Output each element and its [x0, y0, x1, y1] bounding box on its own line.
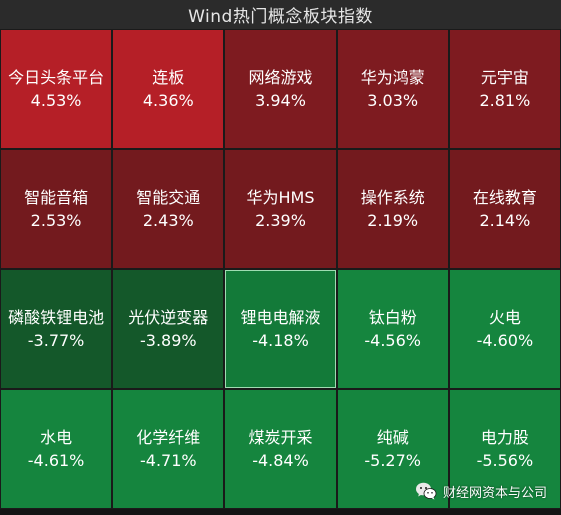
tile-name: 今日头条平台	[8, 67, 105, 87]
tile-name: 钛白粉	[368, 307, 417, 327]
tile-value: 2.14%	[479, 210, 531, 230]
tile-name: 水电	[40, 427, 73, 447]
tile-value: 4.53%	[30, 90, 82, 110]
heatmap-tile[interactable]: 煤炭开采 -4.84%	[225, 390, 336, 508]
heatmap-tile[interactable]: 火电 -4.60%	[449, 270, 560, 388]
tile-value: -5.56%	[476, 450, 534, 470]
heatmap-grid: 今日头条平台 4.53% 连板 4.36% 网络游戏 3.94% 华为鸿蒙 3.03% 元宇宙 2…	[0, 29, 561, 509]
heatmap-tile[interactable]: 锂电电解液 -4.18%	[225, 270, 336, 388]
tile-name: 网络游戏	[248, 67, 313, 87]
heatmap-tile[interactable]: 网络游戏 3.94%	[225, 30, 336, 148]
tile-name: 在线教育	[472, 187, 537, 207]
heatmap-tile[interactable]: 磷酸铁锂电池 -3.77%	[1, 270, 112, 388]
tile-name: 元宇宙	[480, 67, 529, 87]
tile-name: 锂电电解液	[240, 307, 321, 327]
tile-value: -4.60%	[476, 330, 534, 350]
heatmap-tile[interactable]: 在线教育 2.14%	[449, 150, 560, 268]
tile-name: 纯碱	[376, 427, 409, 447]
tile-name: 电力股	[480, 427, 529, 447]
tile-name: 光伏逆变器	[128, 307, 209, 327]
tile-value: 3.94%	[255, 90, 306, 110]
watermark-text: 财经网资本与公司	[442, 485, 547, 501]
heatmap-tile[interactable]: 华为鸿蒙 3.03%	[337, 30, 448, 148]
wechat-icon	[415, 481, 437, 501]
tile-name: 煤炭开采	[248, 427, 313, 447]
tile-value: -4.61%	[27, 450, 85, 470]
tile-value: 2.53%	[30, 210, 82, 230]
heatmap-tile[interactable]: 今日头条平台 4.53%	[1, 30, 112, 148]
tile-name: 操作系统	[360, 187, 425, 207]
tile-value: 2.19%	[367, 210, 419, 230]
tile-value: 2.39%	[255, 210, 306, 230]
tile-name: 连板	[152, 67, 185, 87]
heatmap-tile[interactable]: 纯碱 -5.27%	[337, 390, 448, 508]
heatmap-tile[interactable]: 化学纤维 -4.71%	[113, 390, 224, 508]
tile-name: 智能音箱	[24, 187, 89, 207]
tile-name: 智能交通	[136, 187, 201, 207]
tile-name: 火电	[488, 307, 521, 327]
watermark: 财经网资本与公司	[415, 481, 547, 501]
page-title: Wind热门概念板块指数	[188, 7, 373, 27]
heatmap-tile[interactable]: 钛白粉 -4.56%	[337, 270, 448, 388]
tile-name: 华为HMS	[246, 187, 315, 207]
heatmap-tile[interactable]: 智能音箱 2.53%	[1, 150, 112, 268]
tile-value: 3.03%	[367, 90, 419, 110]
tile-name: 化学纤维	[136, 427, 201, 447]
tile-value: 4.36%	[142, 90, 194, 110]
heatmap-tile[interactable]: 智能交通 2.43%	[113, 150, 224, 268]
heatmap-tile[interactable]: 水电 -4.61%	[1, 390, 112, 508]
heatmap-tile[interactable]: 光伏逆变器 -3.89%	[113, 270, 224, 388]
tile-value: -4.71%	[139, 450, 197, 470]
chart-header: Wind热门概念板块指数	[0, 0, 561, 29]
tile-name: 华为鸿蒙	[360, 67, 425, 87]
tile-value: -3.89%	[139, 330, 197, 350]
tile-value: 2.43%	[142, 210, 194, 230]
heatmap-tile[interactable]: 元宇宙 2.81%	[449, 30, 560, 148]
heatmap-tile[interactable]: 连板 4.36%	[113, 30, 224, 148]
heatmap-tile[interactable]: 操作系统 2.19%	[337, 150, 448, 268]
tile-value: -4.84%	[252, 450, 309, 470]
heatmap-tile[interactable]: 华为HMS 2.39%	[225, 150, 336, 268]
tile-name: 磷酸铁锂电池	[8, 307, 105, 327]
tile-value: -3.77%	[27, 330, 85, 350]
tile-value: -5.27%	[364, 450, 421, 470]
tile-value: 2.81%	[479, 90, 531, 110]
tile-value: -4.56%	[364, 330, 421, 350]
tile-value: -4.18%	[252, 330, 309, 350]
heatmap-tile[interactable]: 电力股 -5.56%	[449, 390, 560, 508]
